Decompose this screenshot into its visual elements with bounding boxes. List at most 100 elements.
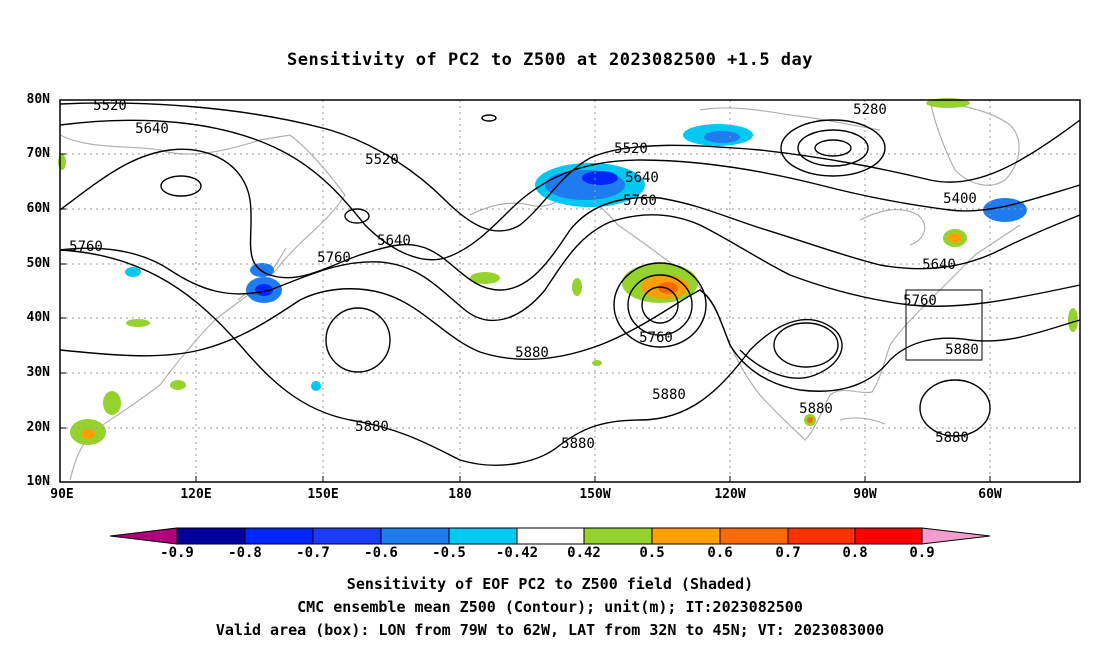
shade-patch-positive [658, 282, 678, 294]
sensitivity-shading [58, 98, 1078, 445]
lon-label: 150W [579, 487, 611, 502]
lon-label: 60W [978, 487, 1002, 502]
shade-patch-negative [255, 284, 273, 296]
colorbar-label: 0.6 [707, 545, 733, 561]
valid-area-box [905, 289, 983, 361]
lon-label: 150E [307, 487, 339, 502]
shade-patch-negative [311, 381, 321, 391]
colorbar-segment [854, 527, 923, 545]
contour-label: 5760 [623, 193, 657, 209]
contour-label: 5760 [903, 293, 937, 309]
contour-label: 5760 [69, 239, 103, 255]
contour-closed [344, 208, 370, 224]
contour-labels: 5520 5640 5520 5760 5760 5640 5880 5880 … [69, 98, 979, 452]
contour-label: 5640 [135, 121, 169, 137]
contour-label: 5400 [943, 191, 977, 207]
lat-label: 20N [26, 420, 50, 435]
coastline-greenland [929, 99, 1020, 186]
contour-label: 5280 [853, 102, 887, 118]
colorbar-label: -0.6 [364, 545, 398, 561]
contour-label: 5760 [317, 250, 351, 266]
colorbar-label: 0.8 [842, 545, 868, 561]
contour-closed [160, 175, 202, 197]
lat-label: 70N [26, 146, 50, 161]
lat-label: 80N [26, 92, 50, 107]
colorbar-label: 0.7 [775, 545, 801, 561]
contour-line [59, 119, 1081, 261]
colorbar-segment [380, 527, 450, 545]
contour-closed [613, 262, 707, 348]
contour-label: 5880 [945, 342, 979, 358]
colorbar-label: -0.5 [432, 545, 466, 561]
colorbar-label: -0.7 [296, 545, 330, 561]
footer-contour-caption: CMC ensemble mean Z500 (Contour); unit(m… [297, 598, 803, 616]
coastline-arctic-islands [699, 107, 881, 131]
lon-label: 120E [180, 487, 212, 502]
colorbar-segment [921, 527, 991, 545]
contour-line [59, 214, 1081, 322]
contour-line [59, 249, 843, 466]
shade-patch-positive [81, 429, 95, 439]
contour-line [59, 148, 1081, 291]
z500-contours [59, 102, 1081, 466]
map-frame [59, 99, 1081, 483]
contour-closed [773, 322, 839, 368]
shade-patch-negative [582, 171, 618, 185]
coastline-cuba [839, 417, 886, 425]
contour-label: 5640 [377, 233, 411, 249]
shade-patch-positive [807, 417, 813, 423]
contour-closed [780, 119, 886, 177]
colorbar-segment [244, 527, 314, 545]
contour-line [59, 288, 1081, 392]
lon-label: 180 [448, 487, 472, 502]
shade-patch-positive [592, 360, 602, 366]
lat-label: 50N [26, 256, 50, 271]
shade-patch-negative [704, 131, 740, 143]
shade-patch-negative [125, 267, 141, 277]
contour-line [59, 102, 1081, 232]
contour-closed [814, 139, 852, 157]
colorbar-segment [448, 527, 518, 545]
contour-label: 5760 [639, 330, 673, 346]
contour-label: 5520 [365, 152, 399, 168]
colorbar-segment [176, 527, 246, 545]
coastline-hudson-bay [859, 208, 926, 246]
colorbar-label: 0.9 [909, 545, 935, 561]
coastlines [59, 99, 1021, 481]
shade-patch-positive [948, 233, 962, 243]
shade-patch-positive [572, 278, 582, 296]
lon-label: 90E [50, 487, 74, 502]
shade-patch-positive [170, 380, 186, 390]
colorbar-label: -0.42 [495, 545, 539, 561]
colorbar-segment [312, 527, 382, 545]
contour-closed [919, 379, 991, 437]
colorbar-segment [109, 527, 178, 545]
shade-patch-positive [1068, 308, 1078, 332]
colorbar-segment [719, 527, 789, 545]
lat-label: 40N [26, 310, 50, 325]
gridlines [60, 100, 1080, 482]
contour-label: 5880 [355, 419, 389, 435]
colorbar [109, 527, 991, 545]
lat-label: 60N [26, 201, 50, 216]
contour-closed [325, 307, 391, 373]
contour-label: 5520 [93, 98, 127, 114]
contour-label: 5880 [652, 387, 686, 403]
colorbar-segment [787, 527, 856, 545]
colorbar-label: -0.8 [228, 545, 262, 561]
colorbar-label: 0.42 [567, 545, 601, 561]
contour-label: 5880 [935, 430, 969, 446]
shade-patch-positive [58, 154, 66, 170]
coastline-asia [59, 134, 346, 481]
contour-label: 5640 [625, 170, 659, 186]
footer-shading-caption: Sensitivity of EOF PC2 to Z500 field (Sh… [346, 575, 754, 593]
lat-label: 30N [26, 365, 50, 380]
colorbar-segment [583, 527, 653, 545]
shade-patch-positive [103, 391, 121, 415]
contour-closed [627, 274, 693, 336]
colorbar-label: -0.9 [160, 545, 194, 561]
footer-valid-area-caption: Valid area (box): LON from 79W to 62W, L… [215, 621, 885, 639]
contour-label: 5520 [614, 141, 648, 157]
shade-patch-positive [470, 272, 500, 284]
map-title: Sensitivity of PC2 to Z500 at 2023082500… [286, 50, 813, 70]
